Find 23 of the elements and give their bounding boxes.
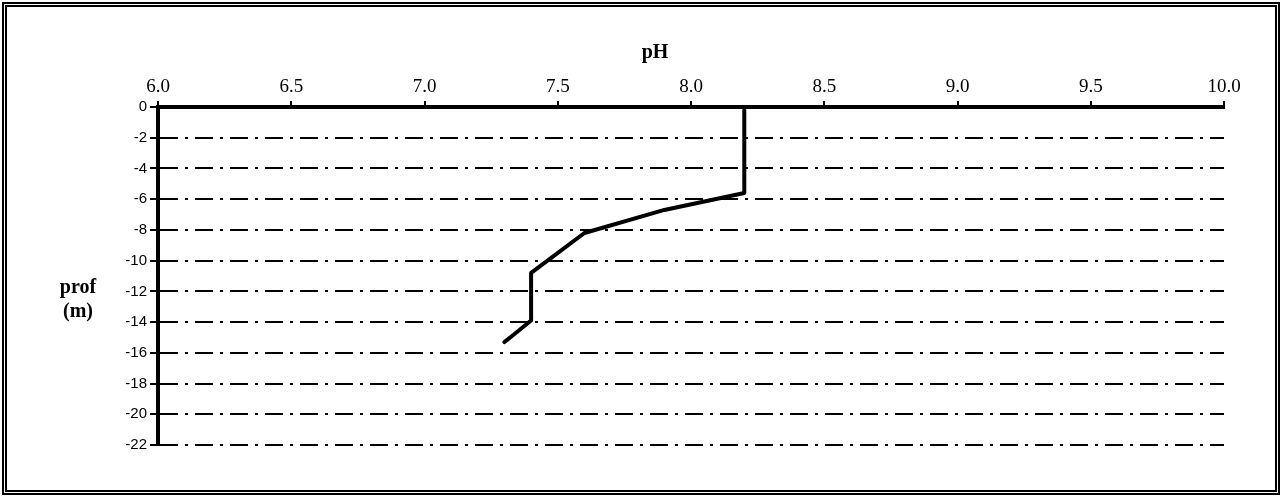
x-tick-label: 7.0 xyxy=(412,74,437,96)
x-tick-label: 9.0 xyxy=(945,74,970,96)
x-tick-label: 6.0 xyxy=(146,74,170,96)
y-tick-label: -16 xyxy=(125,342,147,360)
y-tick-label: -4 xyxy=(133,158,147,176)
x-tick-label: 7.5 xyxy=(545,74,570,96)
y-tick-label: -14 xyxy=(125,312,147,330)
x-tick-label: 8.0 xyxy=(679,74,703,96)
y-tick-label: -18 xyxy=(125,373,147,391)
x-tick-label: 6.5 xyxy=(279,74,304,96)
y-axis-title: prof (m) xyxy=(59,275,97,323)
x-tick-label: 8.5 xyxy=(812,74,837,96)
x-tick-label: 9.5 xyxy=(1078,74,1103,96)
y-tick-label: -2 xyxy=(133,127,147,145)
y-tick-label: -10 xyxy=(125,250,147,268)
y-tick-label: 0 xyxy=(138,97,147,115)
y-tick-label: -6 xyxy=(133,189,147,207)
x-tick-label: 10.0 xyxy=(1207,74,1241,96)
y-tick-label: -8 xyxy=(133,220,147,238)
x-axis-title: pH xyxy=(641,40,669,64)
y-tick-label: -20 xyxy=(125,404,147,422)
y-tick-label: -22 xyxy=(125,435,147,453)
y-tick-label: -12 xyxy=(125,281,147,299)
